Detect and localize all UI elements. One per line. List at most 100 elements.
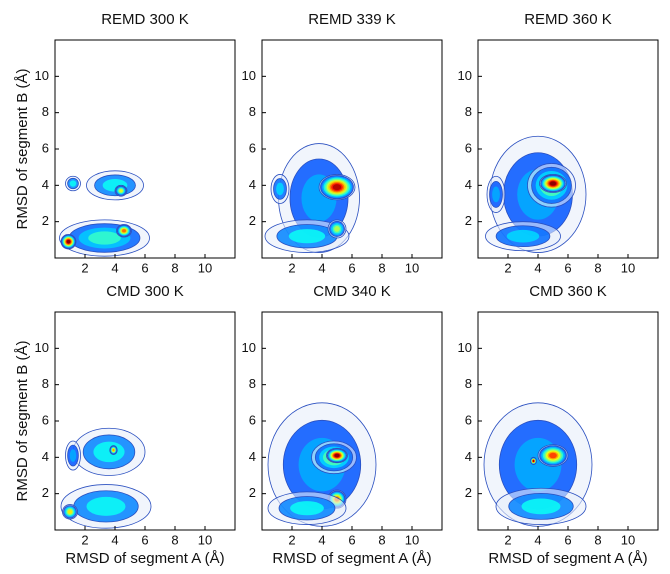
y-tick-label: 2 — [249, 213, 256, 228]
y-tick-label: 6 — [249, 140, 256, 155]
y-tick-label: 10 — [458, 68, 472, 83]
x-tick-label: 8 — [594, 532, 601, 547]
y-axis-label: RMSD of segment B (Å) — [14, 69, 31, 230]
y-tick-label: 2 — [465, 213, 472, 228]
density-contour — [521, 498, 561, 515]
density-contour — [86, 496, 126, 516]
density-contour — [506, 229, 540, 243]
y-tick-label: 10 — [35, 340, 49, 355]
x-tick-label: 4 — [534, 532, 541, 547]
density-contour — [66, 239, 71, 244]
chart-title: CMD 360 K — [529, 283, 607, 300]
y-tick-label: 6 — [249, 412, 256, 427]
x-tick-label: 4 — [534, 260, 541, 275]
density-contour — [119, 189, 123, 193]
density-contour — [276, 182, 284, 196]
x-tick-label: 2 — [288, 260, 295, 275]
density-contour — [549, 181, 557, 186]
y-tick-label: 2 — [465, 485, 472, 500]
y-tick-label: 8 — [465, 376, 472, 391]
density-contour — [88, 231, 121, 245]
x-axis-label: RMSD of segment A (Å) — [488, 550, 647, 567]
x-tick-label: 6 — [348, 532, 355, 547]
plot-area — [483, 402, 593, 527]
x-axis-label: RMSD of segment A (Å) — [272, 550, 431, 567]
density-contour — [332, 184, 342, 191]
x-tick-label: 4 — [318, 532, 325, 547]
y-tick-label: 6 — [42, 140, 49, 155]
y-tick-label: 4 — [249, 177, 256, 192]
y-tick-label: 6 — [465, 412, 472, 427]
chart-title: REMD 360 K — [524, 11, 612, 28]
y-tick-label: 10 — [35, 68, 49, 83]
y-tick-label: 2 — [42, 485, 49, 500]
y-tick-label: 8 — [249, 376, 256, 391]
chart-title: REMD 339 K — [308, 11, 396, 28]
x-tick-label: 8 — [171, 532, 178, 547]
y-tick-label: 8 — [42, 104, 49, 119]
density-contour — [122, 229, 126, 233]
x-tick-label: 6 — [141, 260, 148, 275]
plot-area — [485, 135, 587, 253]
x-tick-label: 6 — [141, 532, 148, 547]
x-tick-label: 10 — [198, 532, 212, 547]
x-axis-label: RMSD of segment A (Å) — [65, 550, 224, 567]
plot-area — [59, 170, 150, 257]
y-tick-label: 4 — [42, 177, 49, 192]
density-contour — [69, 180, 77, 187]
density-contour — [67, 509, 73, 514]
density-contour — [334, 226, 340, 232]
y-tick-label: 4 — [42, 449, 49, 464]
density-contour — [532, 460, 535, 462]
x-tick-label: 10 — [621, 260, 635, 275]
x-tick-label: 6 — [564, 532, 571, 547]
y-tick-label: 2 — [249, 485, 256, 500]
y-tick-label: 10 — [242, 340, 256, 355]
y-tick-label: 4 — [465, 177, 472, 192]
x-tick-label: 6 — [564, 260, 571, 275]
y-tick-label: 4 — [465, 449, 472, 464]
y-tick-label: 6 — [465, 140, 472, 155]
x-tick-label: 2 — [81, 532, 88, 547]
x-tick-label: 10 — [198, 260, 212, 275]
density-contour — [112, 448, 115, 452]
density-contour — [290, 501, 324, 516]
y-tick-label: 6 — [42, 412, 49, 427]
density-contour — [69, 449, 77, 462]
x-tick-label: 2 — [81, 260, 88, 275]
density-contour — [288, 229, 326, 244]
chart-title: CMD 340 K — [313, 283, 391, 300]
x-tick-label: 4 — [318, 260, 325, 275]
y-tick-label: 10 — [242, 68, 256, 83]
density-contour — [93, 441, 125, 463]
x-tick-label: 4 — [111, 532, 118, 547]
x-tick-label: 10 — [405, 532, 419, 547]
x-tick-label: 4 — [111, 260, 118, 275]
chart-title: CMD 300 K — [106, 283, 184, 300]
plot-area — [264, 143, 360, 253]
chart-title: REMD 300 K — [101, 11, 189, 28]
x-tick-label: 8 — [378, 260, 385, 275]
x-tick-label: 10 — [405, 260, 419, 275]
x-tick-label: 2 — [504, 532, 511, 547]
y-axis-label: RMSD of segment B (Å) — [14, 341, 31, 502]
x-tick-label: 8 — [378, 532, 385, 547]
x-tick-label: 8 — [594, 260, 601, 275]
x-tick-label: 10 — [621, 532, 635, 547]
x-tick-label: 2 — [504, 260, 511, 275]
x-tick-label: 6 — [348, 260, 355, 275]
plot-area — [60, 427, 152, 529]
y-tick-label: 8 — [42, 376, 49, 391]
x-tick-label: 2 — [288, 532, 295, 547]
y-tick-label: 8 — [249, 104, 256, 119]
x-tick-label: 8 — [171, 260, 178, 275]
y-tick-label: 4 — [249, 449, 256, 464]
y-tick-label: 2 — [42, 213, 49, 228]
density-contour — [549, 452, 557, 459]
y-tick-label: 8 — [465, 104, 472, 119]
plot-area — [267, 402, 377, 527]
density-contour — [334, 453, 340, 458]
density-contour — [492, 186, 500, 203]
y-tick-label: 10 — [458, 340, 472, 355]
